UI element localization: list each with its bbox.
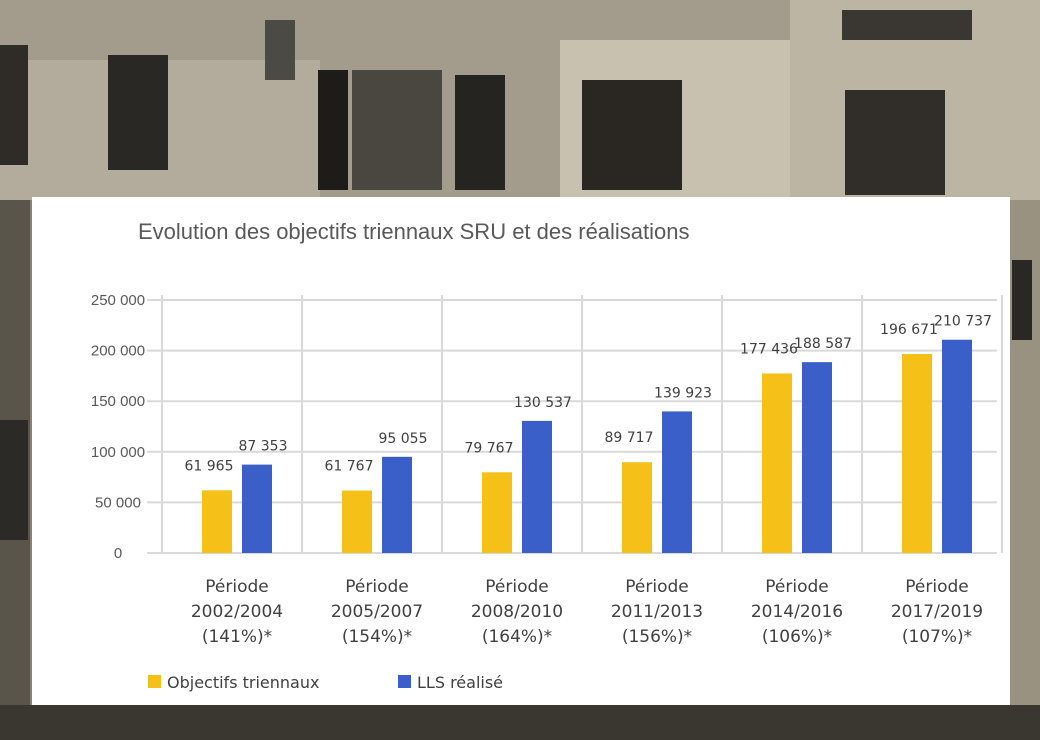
bar-lls <box>242 464 272 553</box>
data-label: 87 353 <box>239 439 288 455</box>
bar-lls <box>382 456 412 553</box>
data-label: 61 767 <box>325 458 374 474</box>
category-label: 2014/2016 <box>751 602 843 622</box>
category-label: (107%)* <box>902 627 972 647</box>
category-label: Période <box>205 577 268 597</box>
category-label: (164%)* <box>482 627 552 647</box>
category-label: 2005/2007 <box>331 602 423 622</box>
category-label: Période <box>485 577 548 597</box>
bar-objectifs <box>202 490 232 553</box>
data-label: 61 965 <box>185 458 234 474</box>
chart-panel: Evolution des objectifs triennaux SRU et… <box>32 197 1010 705</box>
data-label: 95 055 <box>379 431 428 447</box>
category-label: 2017/2019 <box>891 602 983 622</box>
category-label: Période <box>625 577 688 597</box>
bar-objectifs <box>762 373 792 553</box>
bar-objectifs <box>622 462 652 553</box>
bar-lls <box>662 411 692 553</box>
legend-swatch <box>398 675 411 688</box>
data-label: 210 737 <box>934 314 992 330</box>
data-label: 177 436 <box>740 341 798 357</box>
data-label: 130 537 <box>514 395 572 411</box>
y-tick-label: 200 000 <box>91 343 145 360</box>
data-label: 79 767 <box>465 440 514 456</box>
data-label: 188 587 <box>794 336 852 352</box>
data-label: 196 671 <box>880 322 938 338</box>
y-tick-label: 100 000 <box>91 444 145 461</box>
y-tick-label: 250 000 <box>91 292 145 309</box>
chart-title: Evolution des objectifs triennaux SRU et… <box>138 219 690 244</box>
category-label: (154%)* <box>342 627 412 647</box>
category-label: (141%)* <box>202 627 272 647</box>
category-label: (106%)* <box>762 627 832 647</box>
category-label: 2002/2004 <box>191 602 283 622</box>
legend-label: Objectifs triennaux <box>167 673 319 692</box>
category-label: Période <box>765 577 828 597</box>
y-tick-label: 50 000 <box>95 494 141 511</box>
bar-lls <box>942 339 972 553</box>
category-label: 2011/2013 <box>611 602 703 622</box>
category-label: Période <box>345 577 408 597</box>
category-label: 2008/2010 <box>471 602 563 622</box>
y-tick-label: 150 000 <box>91 393 145 410</box>
data-label: 139 923 <box>654 385 712 401</box>
bar-lls <box>802 362 832 553</box>
chart: Evolution des objectifs triennaux SRU et… <box>91 219 1003 692</box>
category-label: (156%)* <box>622 627 692 647</box>
data-label: 89 717 <box>605 430 654 446</box>
legend-swatch <box>148 675 161 688</box>
bar-objectifs <box>902 353 932 553</box>
legend-label: LLS réalisé <box>417 673 503 692</box>
bar-objectifs <box>342 490 372 553</box>
bar-lls <box>522 420 552 553</box>
y-tick-label: 0 <box>114 545 122 562</box>
category-label: Période <box>905 577 968 597</box>
bar-objectifs <box>482 472 512 553</box>
